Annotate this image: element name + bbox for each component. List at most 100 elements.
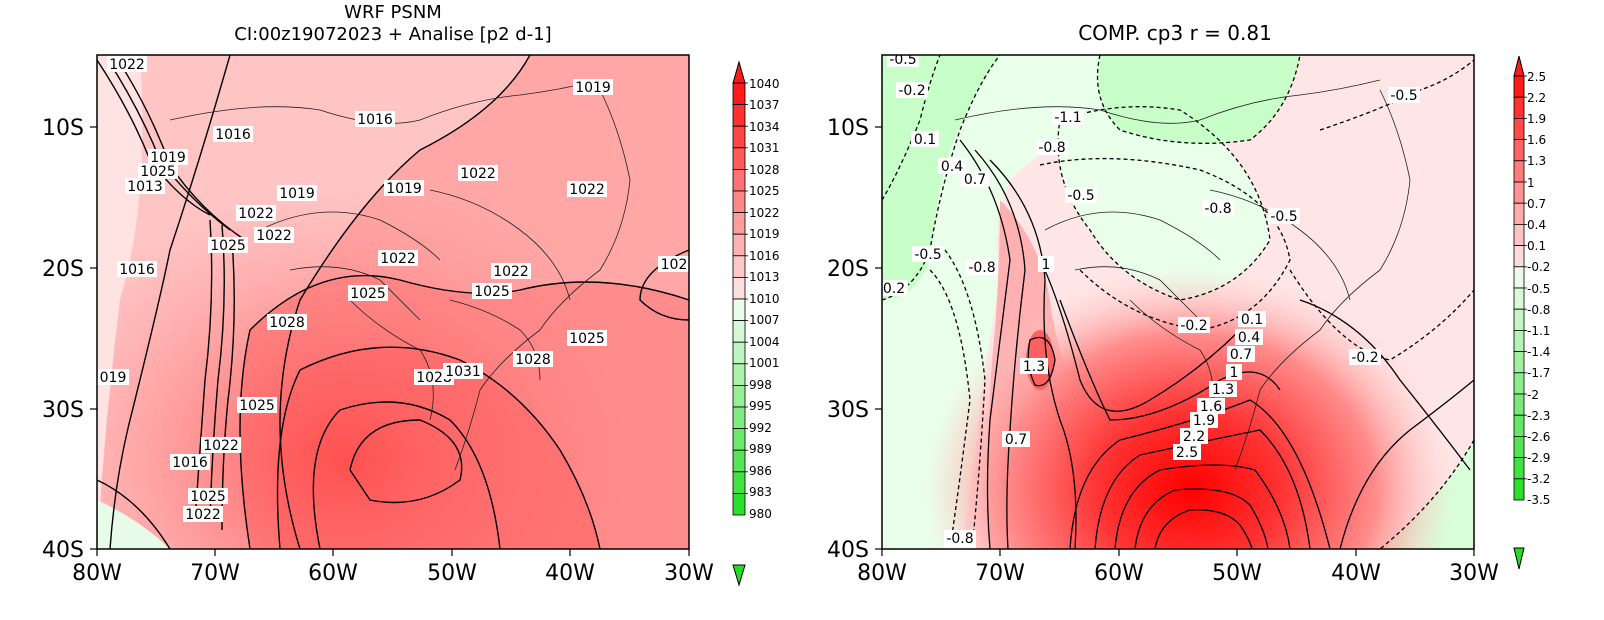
contour-label: 1022 bbox=[203, 438, 239, 454]
contour-label: 1025 bbox=[190, 489, 226, 505]
colorbar-cell bbox=[732, 471, 746, 494]
colorbar-cell bbox=[1513, 118, 1525, 141]
contour-label: -0.8 bbox=[1204, 201, 1231, 217]
colorbar-label: 1013 bbox=[749, 270, 780, 284]
colorbar-cell bbox=[1513, 139, 1525, 162]
contour-label: 102 bbox=[661, 257, 688, 273]
colorbar-cell bbox=[1513, 160, 1525, 183]
colorbar-cell bbox=[1513, 393, 1525, 416]
y-tick-label: 10S bbox=[827, 116, 869, 141]
colorbar-label: 995 bbox=[749, 399, 772, 413]
colorbar-cell bbox=[732, 492, 746, 516]
contour-label: 1016 bbox=[172, 455, 208, 471]
colorbar-label: 1004 bbox=[749, 335, 780, 349]
right-high-center bbox=[882, 55, 1474, 549]
colorbar-top-arrow bbox=[1513, 55, 1525, 77]
colorbar-label: 1034 bbox=[749, 120, 780, 134]
colorbar-cell bbox=[1513, 266, 1525, 289]
contour-label: 1 bbox=[1230, 365, 1239, 381]
left-panel: WRF PSNM CI:00z19072023 + Analise [p2 d-… bbox=[42, 2, 780, 587]
colorbar-label: 1001 bbox=[749, 356, 780, 370]
right-plot-frame bbox=[881, 54, 1475, 550]
colorbar-cell bbox=[1513, 435, 1525, 458]
contour-label: 1022 bbox=[569, 182, 605, 198]
colorbar-label: -2.9 bbox=[1527, 451, 1550, 465]
colorbar-cell bbox=[1513, 75, 1525, 98]
contour-label: 1028 bbox=[515, 352, 551, 368]
colorbar-label: -1.7 bbox=[1527, 366, 1550, 380]
colorbar-label: 1016 bbox=[749, 249, 780, 263]
contour-label: -0.8 bbox=[1038, 140, 1065, 156]
contour-label: 1019 bbox=[279, 186, 315, 202]
contour-label: 0.7 bbox=[1005, 432, 1027, 448]
colorbar-cell bbox=[732, 212, 746, 235]
colorbar-cell bbox=[732, 384, 746, 408]
colorbar-top-arrow bbox=[732, 60, 746, 84]
colorbar-cell bbox=[1513, 329, 1525, 352]
colorbar-cell bbox=[732, 449, 746, 473]
colorbar-cell bbox=[1513, 308, 1525, 331]
colorbar-cell bbox=[1513, 181, 1525, 204]
contour-label: 0.4 bbox=[1238, 330, 1260, 346]
colorbar-cell bbox=[732, 341, 746, 365]
x-tick-label: 80W bbox=[857, 561, 907, 586]
y-tick-label: 20S bbox=[827, 257, 869, 282]
x-tick-label: 70W bbox=[190, 561, 240, 586]
contour-label: -0.2 bbox=[1180, 318, 1207, 334]
colorbar-cell bbox=[732, 233, 746, 257]
colorbar-label: 1.6 bbox=[1527, 133, 1546, 147]
colorbar-label: 992 bbox=[749, 421, 772, 435]
colorbar-cell bbox=[732, 298, 746, 322]
colorbar-label: 980 bbox=[749, 507, 772, 521]
contour-label: 1019 bbox=[150, 150, 186, 166]
contour-label: 1022 bbox=[109, 57, 145, 73]
contour-label: 0.7 bbox=[1230, 347, 1252, 363]
colorbar-label: -2.3 bbox=[1527, 409, 1550, 423]
left-contour-labels: 1022 1016 1016 1019 1019 1019 1019 1022 … bbox=[97, 56, 689, 523]
colorbar-label: 1025 bbox=[749, 184, 780, 198]
colorbar-cell bbox=[1513, 351, 1525, 374]
contour-label: 1013 bbox=[127, 179, 163, 195]
colorbar-bottom-arrow bbox=[732, 564, 746, 587]
colorbar-cell bbox=[1513, 96, 1525, 119]
right-x-axis-labels: 80W 70W 60W 50W 40W 30W bbox=[857, 561, 1499, 586]
colorbar-label: -0.8 bbox=[1527, 303, 1550, 317]
colorbar-label: 1040 bbox=[749, 77, 780, 91]
x-tick-label: 50W bbox=[427, 561, 477, 586]
contour-label: 1028 bbox=[269, 315, 305, 331]
contour-label: 1022 bbox=[238, 206, 274, 222]
colorbar-label: 1028 bbox=[749, 163, 780, 177]
colorbar-label: 1 bbox=[1527, 176, 1535, 190]
contour-label: 1022 bbox=[185, 507, 221, 523]
colorbar-label: 1.3 bbox=[1527, 154, 1546, 168]
x-tick-label: 60W bbox=[1094, 561, 1144, 586]
contour-label: 2.2 bbox=[1183, 429, 1205, 445]
left-contours bbox=[97, 55, 689, 549]
colorbar-cell bbox=[1513, 457, 1525, 480]
contour-label: 1025 bbox=[474, 284, 510, 300]
contour-label: 1.3 bbox=[1212, 382, 1234, 398]
right-contour-labels: -0.5 -0.2 -1.1 -0.8 0.1 0.4 0.7 -0.5 -0.… bbox=[882, 55, 1420, 549]
colorbar-label: 1019 bbox=[749, 227, 780, 241]
colorbar-label: 1010 bbox=[749, 292, 780, 306]
colorbar-label: -0.2 bbox=[1527, 260, 1550, 274]
left-low-corner bbox=[97, 500, 170, 549]
colorbar-cell bbox=[732, 255, 746, 278]
right-title: COMP. cp3 r = 0.81 bbox=[1078, 21, 1272, 45]
colorbar-label: 989 bbox=[749, 442, 772, 456]
y-tick-label: 10S bbox=[42, 116, 84, 141]
left-title-line2: CI:00z19072023 + Analise [p2 d-1] bbox=[234, 24, 551, 45]
colorbar-label: -2 bbox=[1527, 388, 1539, 402]
colorbar-label: 986 bbox=[749, 464, 772, 478]
contour-label: 1025 bbox=[350, 286, 386, 302]
right-colorbar: 2.5 2.2 1.9 1.6 1.3 1 0.7 0.4 0.1 -0.2 -… bbox=[1513, 55, 1550, 570]
right-tick-marks bbox=[875, 126, 1475, 556]
contour-label: 1016 bbox=[119, 262, 155, 278]
colorbar-label: 998 bbox=[749, 378, 772, 392]
colorbar-cell bbox=[732, 190, 746, 214]
colorbar-label: 0.7 bbox=[1527, 197, 1546, 211]
colorbar-label: 1007 bbox=[749, 313, 780, 327]
contour-label: 1.3 bbox=[1023, 359, 1045, 375]
colorbar-label: -3.2 bbox=[1527, 472, 1550, 486]
left-y-axis-labels: 10S 20S 30S 40S bbox=[42, 116, 84, 563]
